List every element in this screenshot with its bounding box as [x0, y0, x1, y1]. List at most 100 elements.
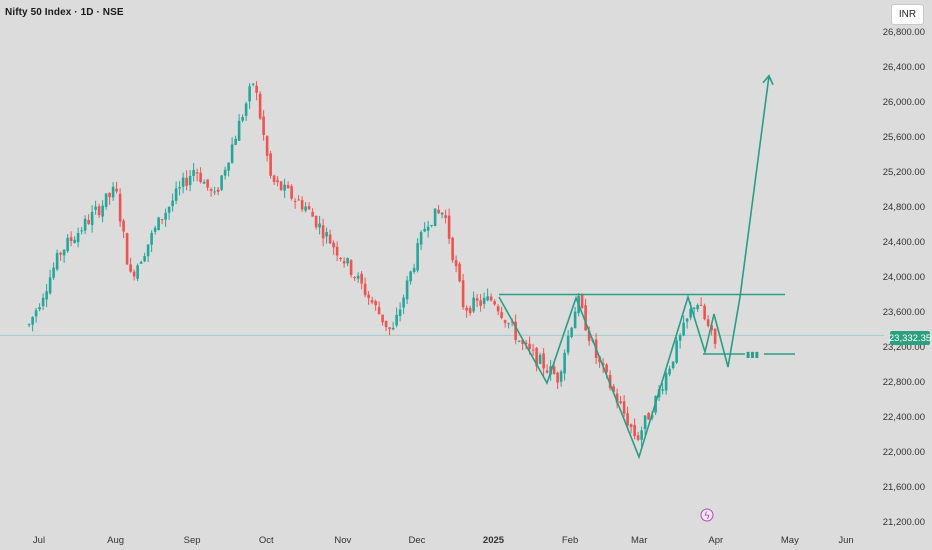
y-tick-label: 26,400.00: [883, 62, 925, 73]
candle-body: [503, 320, 507, 323]
candle-body: [209, 189, 213, 191]
candle-body: [426, 226, 430, 231]
candle-body: [157, 217, 160, 230]
y-tick-label: 25,600.00: [883, 132, 925, 143]
candle-body: [580, 295, 584, 308]
candle-body: [566, 335, 570, 353]
candle-body: [62, 249, 66, 256]
candle-body: [482, 297, 486, 304]
y-tick-label: 24,400.00: [883, 237, 925, 248]
candle-body: [143, 256, 146, 262]
candle-body: [192, 169, 195, 176]
candle-body: [605, 364, 608, 373]
candle-body: [391, 327, 395, 330]
candle-body: [164, 212, 167, 220]
candle-body: [27, 324, 31, 326]
x-tick-label: Aug: [107, 535, 124, 546]
x-tick-label: Jun: [838, 535, 853, 546]
candle-body: [552, 366, 556, 374]
candle-body: [349, 260, 353, 275]
candle-body: [584, 305, 587, 331]
candle-body: [661, 389, 664, 391]
candle-body: [619, 401, 622, 404]
candle-body: [524, 342, 528, 345]
candle-body: [199, 172, 202, 183]
candle-body: [475, 298, 479, 301]
candle-body: [160, 219, 164, 221]
candle-body: [612, 386, 615, 392]
candle-body: [297, 199, 300, 201]
candle-body: [531, 349, 535, 351]
candle-body: [45, 291, 48, 300]
candle-body: [206, 179, 209, 188]
candle-body: [573, 311, 577, 329]
candle-body: [409, 271, 412, 282]
candle-body: [444, 215, 447, 218]
candle-body: [671, 361, 675, 369]
candle-body: [136, 265, 139, 279]
candle-body: [374, 301, 377, 306]
candle-body: [363, 283, 367, 296]
currency-button[interactable]: INR: [891, 4, 924, 25]
candle-body: [535, 347, 538, 367]
y-tick-label: 23,200.00: [883, 342, 925, 353]
x-tick-label: 2025: [483, 535, 505, 546]
candle-body: [101, 205, 104, 217]
candle-body: [41, 297, 45, 307]
candle-body: [479, 300, 482, 306]
pattern-zigzag: [498, 294, 741, 460]
candle-body: [486, 296, 489, 301]
candle-body: [153, 227, 157, 232]
candle-body: [332, 242, 335, 248]
y-tick-label: 21,600.00: [883, 482, 925, 493]
candle-body: [685, 318, 689, 322]
candle-body: [622, 401, 626, 414]
candle-body: [76, 233, 80, 243]
candle-body: [500, 312, 503, 318]
candle-body: [643, 415, 647, 430]
candle-body: [545, 370, 549, 373]
candle-body: [377, 307, 381, 315]
candle-body: [108, 192, 111, 198]
candle-body: [90, 211, 94, 225]
candle-body: [286, 184, 290, 189]
candle-body: [689, 309, 692, 318]
target-arrow: [739, 75, 770, 298]
candle-body: [234, 138, 237, 145]
candle-body: [367, 294, 370, 299]
x-tick-label: Apr: [708, 535, 723, 546]
candle-body: [433, 208, 437, 227]
candle-body: [678, 335, 682, 341]
candle-body: [342, 261, 346, 264]
x-tick-label: Jul: [33, 535, 45, 546]
candle-body: [216, 189, 220, 192]
candle-body: [615, 393, 619, 403]
candle-body: [640, 430, 643, 440]
candle-body: [283, 184, 286, 191]
candle-body: [647, 412, 650, 420]
candle-body: [353, 276, 356, 278]
candle-body: [440, 212, 444, 215]
candle-body: [66, 237, 69, 252]
candle-body: [87, 220, 90, 224]
candle-body: [496, 306, 500, 312]
candle-body: [325, 232, 328, 237]
candle-body: [629, 424, 633, 428]
candle-body: [570, 327, 573, 337]
candle-body: [668, 368, 671, 375]
candle-body: [34, 310, 38, 317]
candle-body: [328, 234, 332, 244]
candle-body: [405, 280, 409, 300]
candle-body: [174, 188, 178, 201]
candle-body: [129, 264, 132, 272]
candle-body: [269, 153, 272, 176]
candle-body: [395, 314, 398, 326]
candle-body: [202, 181, 206, 184]
candle-body: [370, 300, 374, 303]
candle-body: [626, 413, 629, 426]
candle-body: [220, 175, 223, 190]
x-tick-label: Nov: [334, 535, 351, 546]
candle-body: [423, 228, 426, 232]
candle-body: [682, 322, 685, 336]
